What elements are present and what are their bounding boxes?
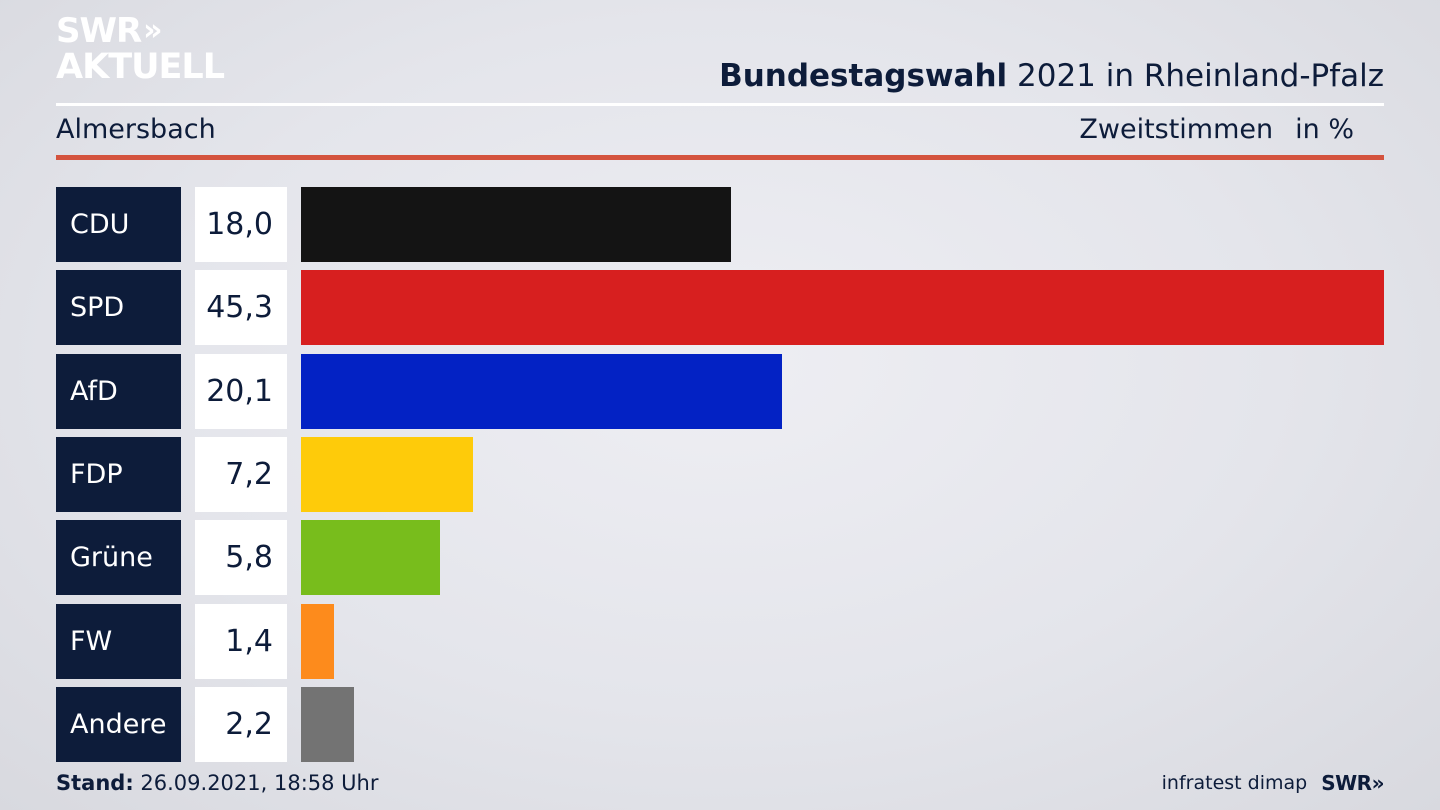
bar bbox=[301, 353, 782, 429]
swr-brand-icon: SWR» bbox=[1321, 771, 1384, 795]
value-label: 7,2 bbox=[195, 436, 287, 512]
votes-label-group: Zweitstimmen in % bbox=[1079, 114, 1354, 145]
party-label: AfD bbox=[56, 353, 181, 429]
value-label: 20,1 bbox=[195, 353, 287, 429]
logo-aktuell-text: AKTUELL bbox=[56, 47, 225, 87]
swr-aktuell-logo: SWR» AKTUELL bbox=[56, 11, 225, 87]
value-label: 1,4 bbox=[195, 603, 287, 679]
chart-row-andere: Andere 2,2 bbox=[56, 686, 1384, 762]
unit-label: in % bbox=[1295, 114, 1354, 145]
votes-label: Zweitstimmen bbox=[1079, 114, 1274, 145]
footer-credits: infratest dimap SWR» bbox=[1161, 771, 1385, 795]
bar bbox=[301, 270, 1384, 346]
value-label: 45,3 bbox=[195, 270, 287, 346]
stand-label: Stand: bbox=[56, 771, 134, 795]
party-label: Grüne bbox=[56, 520, 181, 596]
region-name: Almersbach bbox=[56, 114, 216, 145]
bar bbox=[301, 520, 440, 596]
title-rest: 2021 in Rheinland-Pfalz bbox=[1007, 58, 1384, 94]
logo-swr-text: SWR bbox=[56, 11, 142, 51]
logo-chevron-icon: » bbox=[143, 13, 163, 48]
bar bbox=[301, 603, 335, 679]
party-label: SPD bbox=[56, 270, 181, 346]
party-label: CDU bbox=[56, 187, 181, 262]
header-divider bbox=[56, 103, 1384, 106]
value-label: 2,2 bbox=[195, 686, 287, 762]
chart-row-spd: SPD 45,3 bbox=[56, 270, 1384, 346]
bar bbox=[301, 686, 354, 762]
value-label: 18,0 bbox=[195, 187, 287, 262]
chart-title: Bundestagswahl 2021 in Rheinland-Pfalz bbox=[719, 58, 1384, 94]
bar bbox=[301, 436, 474, 512]
chart-row-cdu: CDU 18,0 bbox=[56, 187, 1384, 262]
accent-divider bbox=[56, 155, 1384, 160]
title-bold: Bundestagswahl bbox=[719, 58, 1008, 94]
value-label: 5,8 bbox=[195, 520, 287, 596]
bar-chart: CDU 18,0 SPD 45,3 AfD 20,1 FDP 7,2 Grüne 5,8 FW 1,4… bbox=[56, 187, 1384, 762]
chart-row-afd: AfD 20,1 bbox=[56, 353, 1384, 429]
party-label: Andere bbox=[56, 686, 181, 762]
stand-value: 26.09.2021, 18:58 Uhr bbox=[133, 771, 379, 795]
bar bbox=[301, 187, 732, 262]
party-label: FDP bbox=[56, 436, 181, 512]
source-label: infratest dimap bbox=[1161, 772, 1308, 794]
chart-row-fw: FW 1,4 bbox=[56, 603, 1384, 679]
party-label: FW bbox=[56, 603, 181, 679]
chart-row-fdp: FDP 7,2 bbox=[56, 436, 1384, 512]
chart-row-grüne: Grüne 5,8 bbox=[56, 520, 1384, 596]
timestamp: Stand: 26.09.2021, 18:58 Uhr bbox=[56, 771, 379, 795]
